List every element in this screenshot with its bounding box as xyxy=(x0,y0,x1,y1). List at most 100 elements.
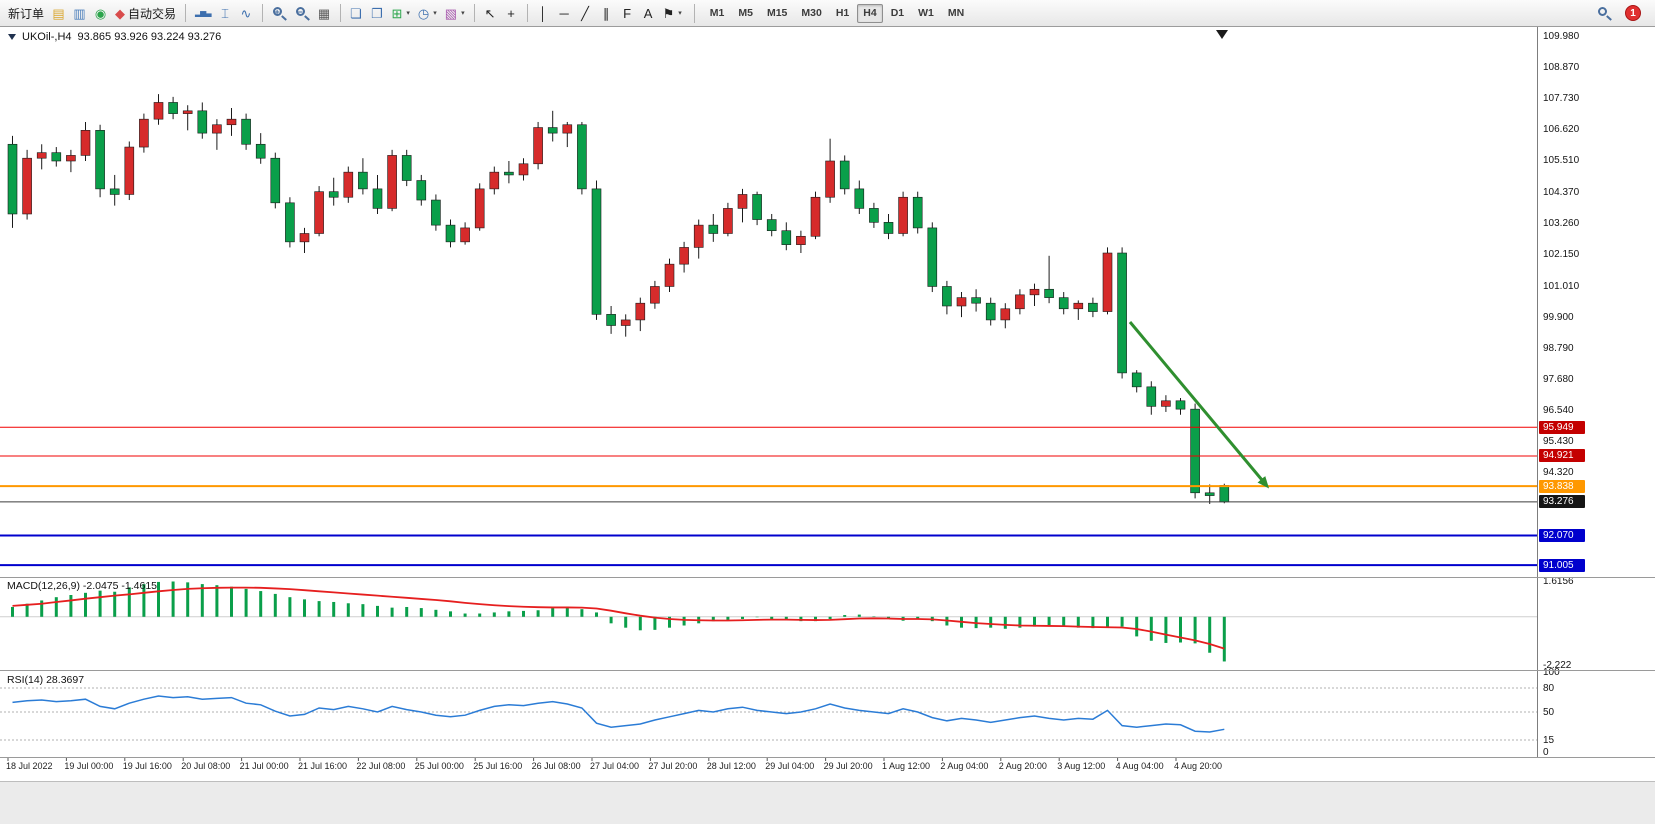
candle xyxy=(80,121,91,161)
price-level-badge: 91.005 xyxy=(1539,558,1585,572)
indicators-button[interactable]: ▧ ▾ xyxy=(441,3,469,24)
time-axis-label: 4 Aug 20:00 xyxy=(1174,761,1223,771)
timeframe-w1-button[interactable]: W1 xyxy=(918,6,934,19)
candle xyxy=(577,121,587,195)
axis-label: 100 xyxy=(1543,666,1560,678)
candle xyxy=(985,297,996,326)
zoom-in-button[interactable]: + xyxy=(268,3,291,24)
tile-windows-button[interactable]: ❏ xyxy=(346,3,367,24)
crosshair-tool-button[interactable]: + xyxy=(501,3,522,24)
arrows-tool-button[interactable]: ⚑ ▾ xyxy=(659,3,686,24)
timeframe-h4-button[interactable]: H4 xyxy=(857,3,883,23)
macd-signal-line xyxy=(12,586,1225,650)
axis-label: 102.150 xyxy=(1543,248,1580,260)
candle xyxy=(810,191,821,240)
axis-label: 104.370 xyxy=(1543,187,1580,198)
chart-dropdown-icon[interactable] xyxy=(8,34,16,40)
time-axis-label: 29 Jul 04:00 xyxy=(765,761,815,771)
axis-label: 0 xyxy=(1543,746,1549,758)
chevron-down-icon: ▾ xyxy=(433,10,437,17)
time-axis-label: 19 Jul 00:00 xyxy=(64,761,114,771)
axis-label: 101.010 xyxy=(1543,280,1580,292)
candle xyxy=(197,102,208,139)
panel-separator[interactable] xyxy=(0,577,1655,578)
axis-label: 50 xyxy=(1543,706,1555,718)
bar-chart-icon-button[interactable]: ▂▅▃ xyxy=(191,3,214,24)
channel-tool-button[interactable]: ∥ xyxy=(596,3,617,24)
timeframe-d1-button[interactable]: D1 xyxy=(890,6,905,19)
trendline-tool-button[interactable]: ╱ xyxy=(575,3,596,24)
candle xyxy=(226,108,237,136)
auto-trading-button[interactable]: ◆ 自动交易 xyxy=(115,5,177,21)
grid-icon-button[interactable]: ▦ xyxy=(314,3,335,24)
panel-separator[interactable] xyxy=(0,757,1655,758)
candle xyxy=(825,138,835,203)
time-axis: 18 Jul 2022 19 Jul 00:00 19 Jul 16:00 20 Ju… xyxy=(0,758,1655,780)
candle xyxy=(1000,303,1011,329)
terminal-icon-button[interactable]: ▤ xyxy=(48,3,69,24)
candle xyxy=(854,180,865,214)
candle xyxy=(927,222,938,293)
symbol-period-label: UKOil-,H4 xyxy=(22,31,72,43)
time-axis-label: 4 Aug 04:00 xyxy=(1115,761,1164,771)
timeframe-m5-button[interactable]: M5 xyxy=(738,6,753,19)
axis-label: 109.980 xyxy=(1543,30,1580,42)
panel-separator[interactable] xyxy=(0,670,1655,671)
timeframe-m1-button[interactable]: M1 xyxy=(709,6,725,19)
vertical-line-tool-button[interactable]: │ xyxy=(533,3,554,24)
time-axis-label: 26 Jul 08:00 xyxy=(531,761,581,771)
candlestick-icon-button[interactable]: ⌶ xyxy=(215,3,236,24)
candle xyxy=(1058,292,1069,315)
market-watch-icon-icon: ▥ xyxy=(73,5,86,21)
search-button[interactable] xyxy=(1593,3,1616,24)
timeframe-mn-button[interactable]: MN xyxy=(947,6,965,19)
notification-badge[interactable]: 1 xyxy=(1625,5,1641,21)
zoom-out-button[interactable]: − xyxy=(291,3,314,24)
rsi-line xyxy=(12,695,1225,733)
toolbar-separator xyxy=(261,4,263,22)
candle xyxy=(212,119,222,150)
toolbar-separator xyxy=(339,4,341,22)
market-watch-icon-button[interactable]: ▥ xyxy=(69,3,90,24)
timeframe-m30-button[interactable]: M30 xyxy=(801,6,822,19)
timeframe-m15-button[interactable]: M15 xyxy=(766,6,788,19)
candle xyxy=(518,158,529,181)
candle xyxy=(898,191,908,237)
toolbar: 新订单 ▤ ▥ ◉ ◆ 自动交易 ▂▅▃ ⌶ ∿ + − ▦ ❏ ❐ ⊞ ▾ ◷ ▾ ▧ ▾ ↖ + │ ─ ╱ ∥ F A ⚑ ▾ M1… xyxy=(0,0,1655,27)
candle xyxy=(241,113,251,150)
grid-icon-icon: ▦ xyxy=(317,5,331,21)
periodicity-clock-button[interactable]: ◷ ▾ xyxy=(414,3,441,24)
axis-label: 80 xyxy=(1543,682,1555,694)
chart-title-overlay: UKOil-,H4 93.865 93.926 93.224 93.276 xyxy=(8,31,221,43)
text-tool-button[interactable]: A xyxy=(638,3,659,24)
sound-icon-button[interactable]: ◉ xyxy=(90,3,111,24)
arrows-tool-icon: ⚑ xyxy=(662,5,675,21)
candle xyxy=(22,149,32,220)
text-tool-icon: A xyxy=(643,5,653,21)
horizontal-line-tool-button[interactable]: ─ xyxy=(554,3,575,24)
trend-arrow[interactable] xyxy=(1128,321,1270,489)
time-axis-label: 20 Jul 08:00 xyxy=(181,761,231,771)
timeframe-h1-button[interactable]: H1 xyxy=(835,6,850,19)
new-order-button[interactable]: 新订单 xyxy=(8,6,45,21)
candle xyxy=(504,160,514,184)
toolbar-separator xyxy=(185,4,187,22)
candle xyxy=(153,94,164,125)
candle xyxy=(95,124,105,198)
candle xyxy=(737,188,748,223)
candle xyxy=(591,180,602,320)
cursor-tool-button[interactable]: ↖ xyxy=(480,3,501,24)
chevron-down-icon: ▾ xyxy=(678,10,682,17)
candle xyxy=(956,292,967,318)
new-chart-button[interactable]: ⊞ ▾ xyxy=(388,3,414,24)
terminal-icon-icon: ▤ xyxy=(52,5,65,21)
candle xyxy=(299,227,310,254)
arrange-charts-button[interactable]: ❐ xyxy=(367,3,388,24)
candle xyxy=(445,219,456,248)
line-chart-icon-button[interactable]: ∿ xyxy=(236,3,257,24)
candle xyxy=(1073,300,1084,320)
candle xyxy=(912,191,923,234)
fibonacci-tool-button[interactable]: F xyxy=(617,3,638,24)
new-chart-icon: ⊞ xyxy=(391,5,403,21)
candlestick-chart[interactable] xyxy=(0,27,1537,824)
